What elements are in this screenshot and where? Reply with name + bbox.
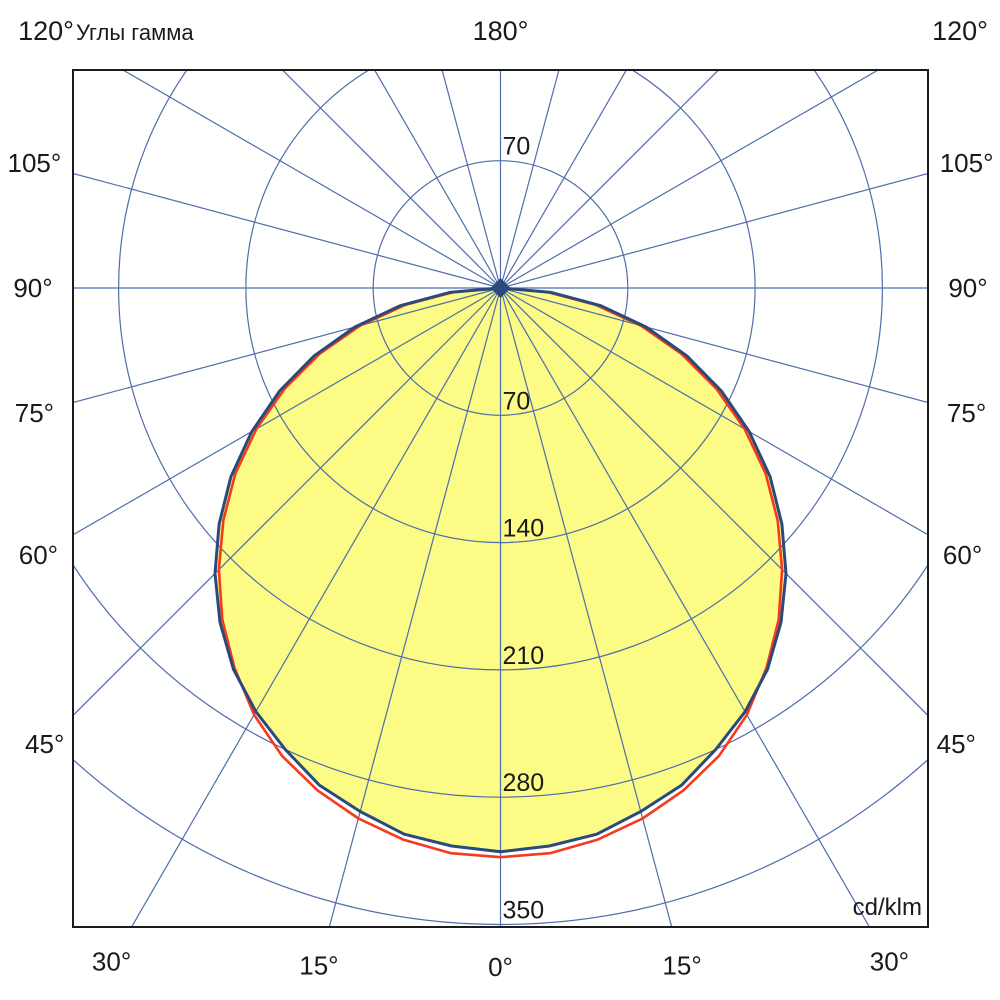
grid-ring-70 (372, 160, 629, 416)
grid-ring-140 (245, 70, 756, 544)
gamma-axis-label-bottom-2: 0° (488, 952, 513, 982)
ring-label-below-350: 350 (503, 897, 545, 925)
grid-ring-350 (73, 758, 928, 925)
grid-ray-45-left (73, 287, 501, 717)
center-marker (490, 278, 511, 298)
grid-ray-60-right (500, 287, 928, 536)
ring-label-below-70: 70 (503, 387, 531, 415)
grid-ring-210 (118, 70, 883, 671)
gamma-axis-label-left-90: 90° (13, 273, 52, 303)
intensity-curve-c0-c180 (217, 286, 784, 859)
page-title: Углы гамма (76, 20, 194, 45)
grid-ray-15-right (499, 287, 673, 927)
ring-label-below-140: 140 (503, 515, 545, 543)
ring-label-below-280: 280 (503, 769, 545, 797)
gamma-axis-label-bottom-1: 15° (299, 951, 338, 981)
gamma-axis-label-left-45: 45° (25, 729, 64, 759)
grid-ray-135-left (281, 70, 501, 289)
gamma-axis-label-right-60: 60° (943, 540, 982, 570)
grid-ray-150-left (373, 70, 502, 289)
grid-ray-150-right (499, 70, 628, 289)
grid-ray-105-left (73, 172, 501, 289)
grid-ray-60-left (73, 287, 501, 536)
grid-ray-165-right (499, 70, 560, 289)
grid-ring-280 (73, 563, 928, 798)
gamma-axis-label-bottom-4: 30° (870, 947, 909, 977)
gamma-axis-label-right-75: 75° (947, 398, 986, 428)
plot-frame (72, 69, 929, 928)
top-angle-label: 180° (472, 16, 529, 46)
grid-ray-15-left (328, 287, 502, 927)
gamma-axis-label-right-90: 90° (948, 273, 987, 303)
grid-ray-120-right (500, 70, 880, 289)
gamma-axis-label-left-75: 75° (15, 398, 54, 428)
gamma-axis-label-bottom-3: 15° (662, 951, 701, 981)
ring-label-below-210: 210 (503, 642, 545, 670)
gamma-axis-label-right-45: 45° (937, 729, 976, 759)
corner-angle-label-top-right: 120° (932, 16, 988, 46)
intensity-curve-c90-c270 (213, 286, 788, 854)
grid-ray-135-right (500, 70, 720, 289)
grid-ray-165-left (441, 70, 502, 289)
corner-angle-label-top-left: 120° (18, 16, 74, 46)
grid-ray-120-left (121, 70, 501, 289)
gamma-axis-label-left-105: 105° (8, 148, 62, 178)
gamma-axis-label-right-105: 105° (940, 148, 994, 178)
grid-ray-30-left (130, 287, 502, 927)
gamma-axis-label-bottom-0: 30° (92, 947, 131, 977)
grid-ray-45-right (500, 287, 928, 717)
ring-label-above-70: 70 (503, 133, 531, 161)
gamma-axis-label-left-60: 60° (19, 540, 58, 570)
grid-ray-105-right (500, 172, 928, 289)
grid-ray-30-right (499, 287, 871, 927)
unit-label: cd/klm (853, 894, 922, 921)
